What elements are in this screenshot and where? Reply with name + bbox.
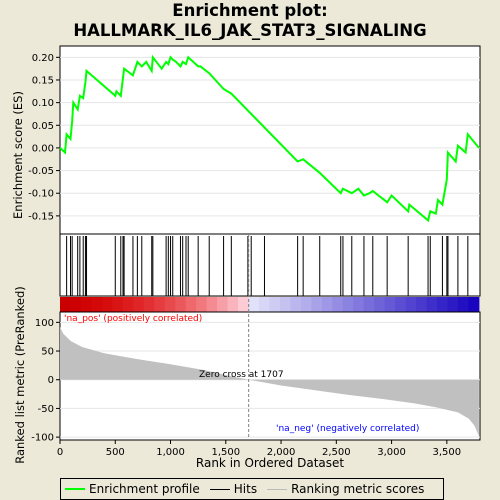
x-tick-label: 2,000 [267, 447, 296, 458]
color-bar-segment [60, 297, 71, 312]
na-pos-label: 'na_pos' (positively correlated) [64, 314, 202, 324]
x-tick-label: 3,500 [433, 447, 462, 458]
color-bar-segment [248, 297, 260, 312]
metric-y-axis: -100 -50 0 50 100 [31, 318, 60, 444]
plot-title-line1: Enrichment plot: [172, 1, 328, 20]
legend-item-ranking: Ranking metric scores [267, 482, 424, 496]
hit-marks [66, 236, 469, 296]
es-y-tick-label: -0.10 [28, 189, 54, 200]
color-bar-segment [437, 297, 448, 312]
legend: Enrichment profile Hits Ranking metric s… [60, 478, 444, 500]
x-tick-label: 2,500 [322, 447, 351, 458]
es-y-tick-label: 0.10 [32, 98, 54, 109]
metric-y-tick-label: -50 [38, 404, 54, 415]
x-tick-label: 500 [106, 447, 125, 458]
color-bar-segment [70, 297, 82, 312]
color-bar-segment [395, 297, 407, 312]
color-bar-segment [80, 297, 92, 312]
color-bar-segment [227, 297, 239, 312]
es-panel [59, 45, 481, 235]
x-tick-label: 1,500 [211, 447, 240, 458]
color-bar-segment [154, 297, 166, 312]
color-bar-segment [175, 297, 187, 312]
hits-panel [59, 233, 481, 297]
es-y-tick-label: 0.15 [32, 75, 54, 86]
color-bar-segment [468, 297, 480, 312]
color-bar-segment [238, 297, 250, 312]
color-bar-segment [290, 297, 302, 312]
plot-title-line2: HALLMARK_IL6_JAK_STAT3_SIGNALING [73, 21, 427, 40]
color-bar-segment [405, 297, 417, 312]
color-bar-segment [112, 297, 124, 312]
color-bar-segment [143, 297, 155, 312]
legend-label-enrichment: Enrichment profile [89, 482, 200, 496]
color-bar-segment [321, 297, 333, 312]
metric-y-axis-label: Ranked list metric (PreRanked) [13, 286, 27, 464]
color-bar-segment [300, 297, 312, 312]
color-bar-segment [384, 297, 396, 312]
legend-item-hits: Hits [209, 482, 258, 496]
color-bar-segment [342, 297, 354, 312]
x-tick-label: 1,000 [156, 447, 185, 458]
color-bar-segment [185, 297, 197, 312]
es-y-axis-label: Enrichment score (ES) [11, 91, 25, 219]
metric-y-tick-label: 50 [41, 347, 54, 358]
na-neg-label: 'na_neg' (negatively correlated) [276, 424, 419, 434]
enrichment-profile-line [59, 54, 480, 223]
color-bar-segment [457, 297, 469, 312]
rank-color-bar [60, 297, 480, 312]
x-axis: 0 500 1,000 1,500 2,000 2,500 3,000 3,500 [57, 440, 461, 458]
color-bar-segment [217, 297, 229, 312]
color-bar-segment [91, 297, 103, 312]
es-y-axis: -0.15 -0.10 -0.05 0.00 0.05 0.10 0.15 0.20 [28, 53, 60, 222]
ranking-metric-area [60, 326, 479, 436]
color-bar-segment [258, 297, 270, 312]
color-bar-segment [269, 297, 281, 312]
x-tick-label: 0 [57, 447, 63, 458]
color-bar-segment [196, 297, 208, 312]
metric-y-tick-label: -100 [31, 433, 54, 444]
metric-y-tick-label: 0 [48, 375, 54, 386]
color-bar-segment [101, 297, 113, 312]
legend-swatch-hits [209, 488, 230, 490]
color-bar-segment [133, 297, 145, 312]
color-bar-segment [353, 297, 365, 312]
es-y-tick-label: 0.20 [32, 53, 54, 64]
es-gridlines [60, 56, 480, 217]
color-bar-segment [447, 297, 459, 312]
color-bar-segment [279, 297, 291, 312]
color-bar-segment [426, 297, 438, 312]
es-y-tick-label: 0.00 [32, 143, 54, 154]
x-tick-label: 3,000 [377, 447, 406, 458]
legend-item-enrichment: Enrichment profile [65, 482, 200, 496]
color-bar-segment [332, 297, 344, 312]
zero-cross-label: Zero cross at 1707 [199, 370, 284, 380]
legend-label-hits: Hits [233, 482, 258, 496]
color-bar-segment [122, 297, 134, 312]
color-bar-segment [206, 297, 218, 312]
es-y-tick-label: 0.05 [32, 121, 54, 132]
color-bar-segment [311, 297, 323, 312]
metric-y-tick-label: 100 [35, 318, 54, 329]
es-y-tick-label: -0.05 [28, 166, 54, 177]
legend-swatch-enrichment [65, 488, 85, 490]
color-bar-segment [363, 297, 375, 312]
color-bar-segment [416, 297, 428, 312]
color-bar-segment [374, 297, 386, 312]
legend-swatch-ranking [267, 488, 288, 490]
color-bar-segment [164, 297, 176, 312]
es-y-tick-label: -0.15 [28, 211, 54, 222]
legend-label-ranking: Ranking metric scores [291, 482, 425, 496]
x-axis-label: Rank in Ordered Dataset [195, 456, 345, 470]
